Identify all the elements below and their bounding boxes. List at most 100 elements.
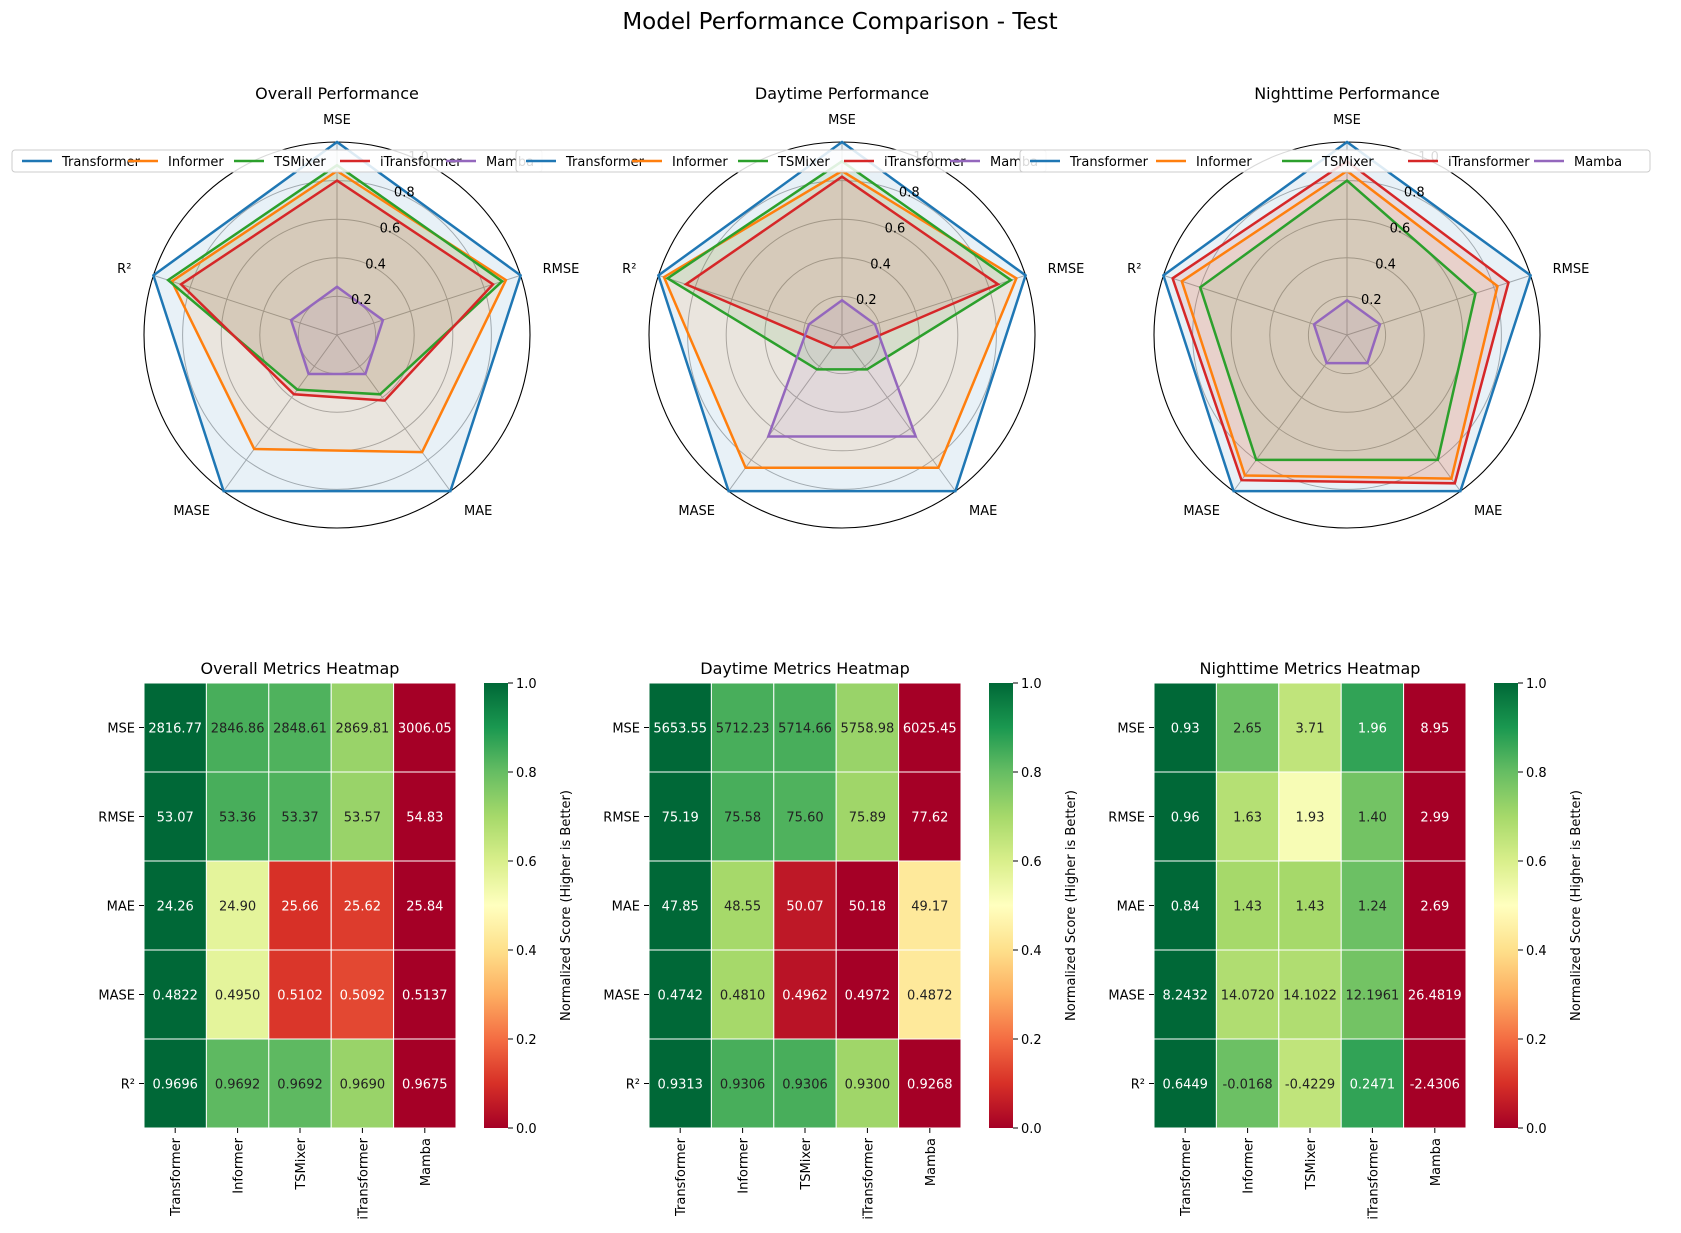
radar-title: Nighttime Performance bbox=[1254, 84, 1440, 103]
heatmap-col-label-informer: Informer bbox=[1242, 1137, 1257, 1193]
heatmap-cell-label: 75.58 bbox=[724, 811, 761, 826]
colorbar bbox=[1494, 683, 1518, 1128]
colorbar-tick-label: 0.6 bbox=[516, 855, 537, 870]
radar-axis-label-r: R² bbox=[1127, 262, 1141, 277]
heatmap-cell-label: 1.43 bbox=[1296, 900, 1325, 915]
heatmap-col-label-mamba: Mamba bbox=[924, 1138, 939, 1186]
radar-rtick-label: 0.6 bbox=[1390, 221, 1411, 236]
radar-rtick-label: 0.6 bbox=[380, 221, 401, 236]
heatmap-cell bbox=[648, 771, 712, 862]
heatmap-cell-label: 0.9268 bbox=[907, 1078, 953, 1093]
colorbar-tick-label: 0.4 bbox=[1021, 944, 1042, 959]
colorbar-tick-label: 0.4 bbox=[1526, 944, 1547, 959]
heatmap-cell bbox=[1403, 682, 1467, 773]
heatmap-cell bbox=[835, 682, 900, 773]
radar-spoke bbox=[336, 334, 451, 492]
legend-label-itransformer: iTransformer bbox=[380, 155, 462, 170]
heatmap-cell-label: 25.62 bbox=[344, 900, 381, 915]
heatmap-cell-label: 5712.23 bbox=[716, 722, 770, 737]
heatmap-row-label-mae: MAE bbox=[612, 900, 640, 915]
heatmap-cell bbox=[835, 949, 900, 1040]
heatmap-cell-label: 14.1022 bbox=[1283, 989, 1337, 1004]
radar-rtick-label: 0.8 bbox=[1404, 186, 1425, 201]
heatmap-cell bbox=[898, 682, 962, 773]
heatmap-cell bbox=[1215, 949, 1280, 1040]
heatmap-cell bbox=[773, 949, 837, 1040]
colorbar-tick-label: 1.0 bbox=[1526, 677, 1547, 692]
legend-label-itransformer: iTransformer bbox=[1448, 155, 1530, 170]
legend-frame bbox=[1019, 149, 1651, 173]
radar-spoke bbox=[1346, 274, 1531, 336]
colorbar bbox=[484, 683, 508, 1128]
radar-axis-label-rmse: RMSE bbox=[1048, 262, 1085, 277]
heatmap-cell bbox=[898, 771, 962, 862]
radar-line-tsmixer bbox=[166, 163, 505, 396]
heatmap-cell-label: 53.37 bbox=[281, 811, 318, 826]
radar-axis-label-r: R² bbox=[117, 262, 131, 277]
heatmap-cell-label: 0.96 bbox=[1171, 811, 1200, 826]
heatmap-cell bbox=[1153, 949, 1217, 1040]
colorbar-tick-label: 0.6 bbox=[1021, 855, 1042, 870]
radar-line-mamba bbox=[289, 285, 385, 376]
heatmap-col-label-transformer: Transformer bbox=[674, 1137, 689, 1217]
heatmap-row-label-r: R² bbox=[121, 1078, 135, 1093]
colorbar-tick-label: 0.2 bbox=[516, 1033, 537, 1048]
heatmap-cell bbox=[393, 949, 457, 1040]
radar-axis-label-rmse: RMSE bbox=[543, 262, 580, 277]
heatmap-col-label-itransformer: iTransformer bbox=[356, 1137, 371, 1219]
heatmap-row-label-mse: MSE bbox=[612, 722, 640, 737]
heatmap-cell-label: 24.26 bbox=[157, 900, 194, 915]
heatmap-cell bbox=[393, 771, 457, 862]
heatmap-overall-metrics-heatmap: Overall Metrics Heatmap 2816.77 2846.86 284… bbox=[98, 659, 574, 1220]
colorbar-tick-label: 0.8 bbox=[1021, 766, 1042, 781]
heatmap-row-label-mse: MSE bbox=[1117, 722, 1145, 737]
radar-fill-informer bbox=[664, 171, 1017, 468]
heatmap-row-label-r: R² bbox=[626, 1078, 640, 1093]
heatmap-cell-label: 48.55 bbox=[724, 900, 761, 915]
heatmap-cell-label: 0.9313 bbox=[657, 1078, 703, 1093]
legend-label-informer: Informer bbox=[168, 155, 224, 170]
heatmap-cell-label: 75.60 bbox=[786, 811, 823, 826]
radar-spoke bbox=[153, 274, 338, 336]
heatmap-cell-label: 5758.98 bbox=[841, 722, 895, 737]
heatmap-row-label-mase: MASE bbox=[603, 989, 640, 1004]
heatmap-cell-label: 75.19 bbox=[662, 811, 699, 826]
heatmap-col-label-mamba: Mamba bbox=[419, 1138, 434, 1186]
heatmap-cell-label: 2.69 bbox=[1420, 900, 1449, 915]
heatmap-daytime-metrics-heatmap: Daytime Metrics Heatmap 5653.55 5712.23 571… bbox=[603, 659, 1079, 1220]
heatmap-cell-label: 50.07 bbox=[786, 900, 823, 915]
radar-fill-tsmixer bbox=[168, 165, 503, 395]
heatmap-cell-label: 0.5102 bbox=[277, 989, 323, 1004]
heatmap-cell bbox=[1215, 860, 1280, 951]
radar-axis-label-mase: MASE bbox=[173, 504, 210, 519]
radar-fill-mamba bbox=[1314, 300, 1380, 364]
heatmap-cell-label: 12.1961 bbox=[1346, 989, 1400, 1004]
heatmap-cell bbox=[143, 860, 207, 951]
radar-spoke bbox=[1233, 334, 1348, 492]
colorbar-tick-label: 0.0 bbox=[1526, 1122, 1547, 1137]
radar-axis-label-rmse: RMSE bbox=[1553, 262, 1590, 277]
radar-fill-mamba bbox=[291, 286, 383, 374]
heatmap-cell bbox=[1278, 1038, 1342, 1129]
radar-axis-label-mae: MAE bbox=[969, 504, 997, 519]
radar-chart-daytime-performance: 0.20.40.60.81.0MSERMSEMAEMASER²Daytime P… bbox=[515, 84, 1085, 529]
heatmap-cell-label: 75.89 bbox=[849, 811, 886, 826]
radar-rtick-label: 0.2 bbox=[351, 293, 372, 308]
heatmap-cell-label: 53.57 bbox=[344, 811, 381, 826]
heatmap-cell bbox=[773, 682, 837, 773]
heatmap-cell-label: 2816.77 bbox=[148, 722, 202, 737]
radar-axis-label-mse: MSE bbox=[1333, 113, 1361, 128]
heatmap-cell-label: 54.83 bbox=[406, 811, 443, 826]
heatmap-cell-label: 24.90 bbox=[219, 900, 256, 915]
radar-axis-label-mse: MSE bbox=[323, 113, 351, 128]
radar-spoke bbox=[1163, 274, 1348, 336]
heatmap-cell bbox=[1153, 682, 1217, 773]
radar-line-mamba bbox=[1312, 298, 1382, 365]
colorbar-tick-label: 1.0 bbox=[516, 677, 537, 692]
heatmap-cell-label: 0.9692 bbox=[215, 1078, 261, 1093]
heatmap-cell bbox=[710, 1038, 775, 1129]
heatmap-cell bbox=[143, 949, 207, 1040]
radar-rtick-label: 0.4 bbox=[870, 257, 891, 272]
heatmap-cell bbox=[330, 771, 395, 862]
heatmap-cell bbox=[330, 1038, 395, 1129]
